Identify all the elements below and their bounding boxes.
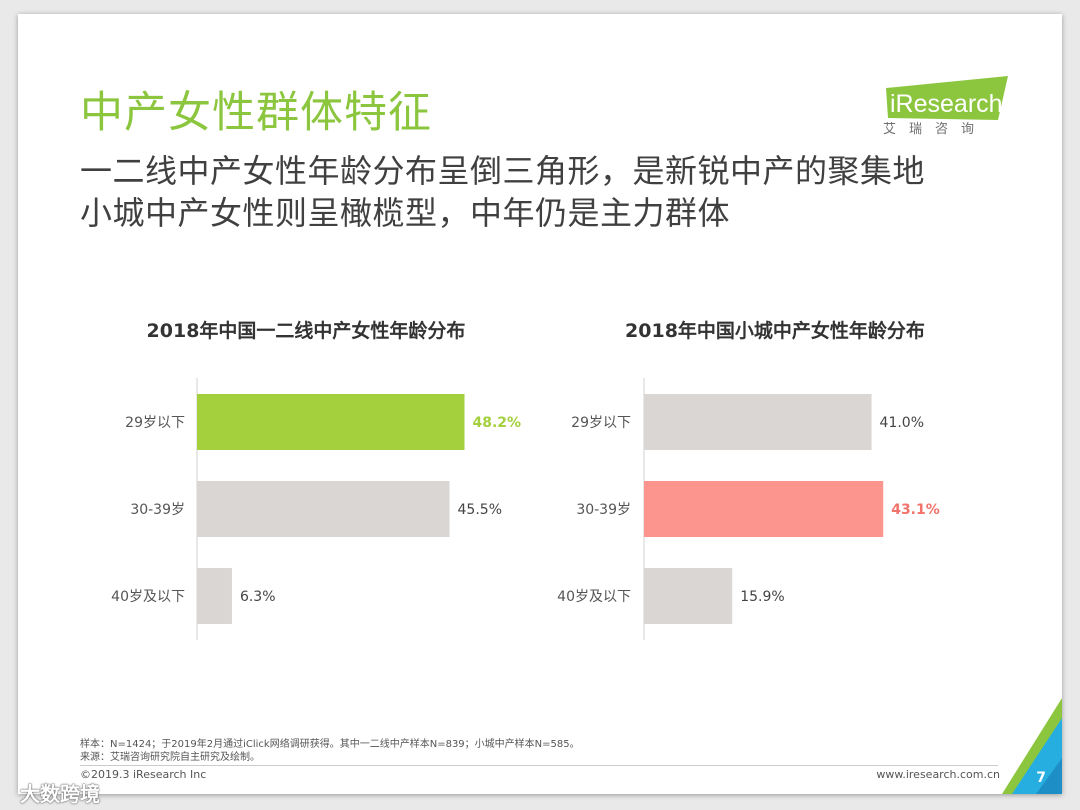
chart-0-bar-1 [197,481,450,537]
logo-text: iResearch [890,90,1003,118]
corner-decoration [1002,698,1062,794]
chart-0-value-label-0: 48.2% [473,415,522,431]
chart-0-category-label-1: 30-39岁 [130,502,185,518]
chart-0-value-label-1: 45.5% [458,502,502,518]
source-note: 来源：艾瑞咨询研究院自主研究及绘制。 [80,752,260,763]
watermark: 大数跨境 [20,778,100,807]
chart-0-bar-2 [197,568,232,624]
chart-1-bar-0 [644,394,872,450]
copyright: ©2019.3 iResearch Inc [80,768,207,781]
chart-1-category-label-1: 30-39岁 [576,502,631,518]
bar-charts: 29岁以下 48.2% 30-39岁 45.5% 40岁及以下 6.3% 29岁以下 41.0… [111,378,940,640]
slide: 中产女性群体特征 一二线中产女性年龄分布呈倒三角形，是新锐中产的聚集地 小城中产… [18,14,1062,794]
chart-1-bar-2 [644,568,733,624]
chart-1-bar-1 [644,481,884,537]
chart-0-category-label-0: 29岁以下 [125,415,185,431]
subtitle-line-1: 一二线中产女性年龄分布呈倒三角形，是新锐中产的聚集地 [80,152,926,190]
logo-cn-text: 艾瑞咨询 [883,122,988,137]
chart-1-category-label-0: 29岁以下 [571,415,631,431]
chart-title-small-city: 2018年中国小城中产女性年龄分布 [625,320,925,342]
chart-1-value-label-0: 41.0% [880,415,924,431]
chart-1-value-label-1: 43.1% [891,502,940,518]
chart-0-category-label-2: 40岁及以下 [111,589,185,605]
watermark-text: 大数跨境 [20,782,100,806]
page-number: 7 [1036,770,1046,786]
chart-1-category-label-2: 40岁及以下 [557,589,631,605]
chart-title-tier1: 2018年中国一二线中产女性年龄分布 [146,320,466,342]
website-link[interactable]: www.iresearch.com.cn [876,768,1000,781]
subtitle-line-2: 小城中产女性则呈橄榄型，中年仍是主力群体 [80,194,731,232]
chart-1-value-label-2: 15.9% [740,589,784,605]
chart-0-bar-0 [197,394,465,450]
iresearch-logo: iResearch [886,76,1008,120]
footer-divider [80,765,998,766]
chart-0-value-label-2: 6.3% [240,589,276,605]
page-title: 中产女性群体特征 [80,88,432,138]
sample-note: 样本：N=1424；于2019年2月通过iClick网络调研获得。其中一二线中产… [80,739,580,750]
